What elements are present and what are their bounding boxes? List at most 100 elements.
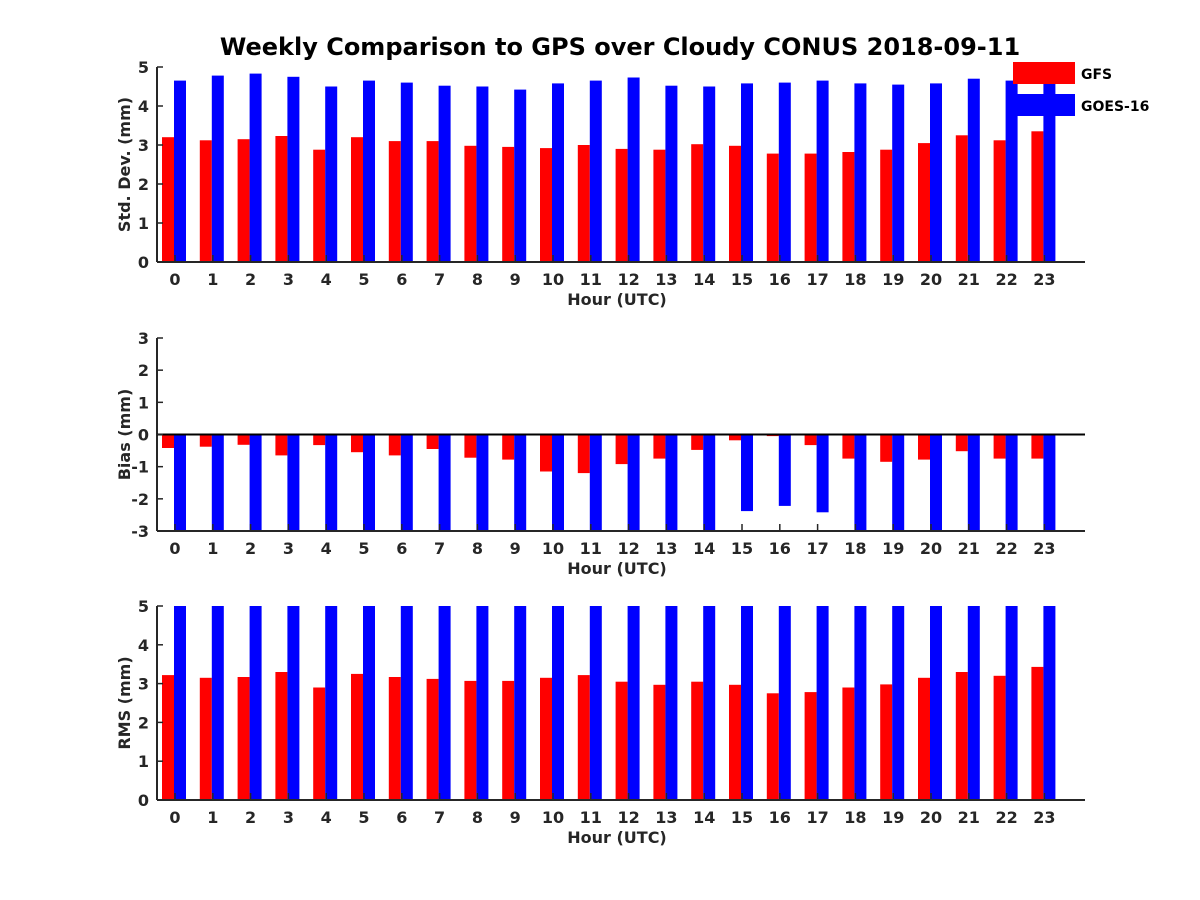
bar-goes16-hour-2: [249, 606, 262, 800]
bar-goes16-hour-18: [854, 434, 867, 531]
x-tick-label: 2: [245, 539, 256, 558]
x-tick-label: 13: [655, 808, 677, 827]
bar-goes16-hour-1: [211, 606, 224, 800]
bar-goes16-hour-12: [627, 606, 640, 800]
x-tick-label: 19: [882, 270, 904, 289]
bar-goes16-hour-14: [703, 86, 716, 262]
bar-goes16-hour-19: [892, 434, 905, 531]
x-tick-label: 5: [358, 808, 369, 827]
y-tick-label: 2: [138, 361, 149, 380]
y-axis-label: RMS (mm): [115, 656, 134, 749]
bar-gfs-hour-10: [540, 677, 552, 800]
bar-goes16-hour-21: [967, 606, 980, 800]
bar-gfs-hour-2: [237, 139, 250, 262]
x-tick-label: 12: [617, 808, 639, 827]
x-tick-label: 1: [207, 270, 218, 289]
bar-gfs-hour-20: [918, 143, 930, 262]
legend-swatch-goes16: [1013, 94, 1075, 116]
x-tick-label: 1: [207, 539, 218, 558]
bar-gfs-hour-0: [162, 675, 174, 800]
x-tick-label: 13: [655, 270, 677, 289]
bar-goes16-hour-22: [1005, 434, 1018, 531]
bar-gfs-hour-1: [199, 434, 212, 447]
bar-goes16-hour-1: [211, 434, 224, 531]
y-tick-label: -1: [131, 458, 149, 477]
x-tick-label: 11: [580, 808, 602, 827]
x-tick-label: 3: [283, 270, 294, 289]
bar-gfs-hour-4: [313, 149, 326, 262]
bar-gfs-hour-2: [237, 677, 250, 800]
bar-gfs-hour-4: [313, 687, 326, 800]
bar-goes16-hour-7: [438, 85, 451, 262]
bar-gfs-hour-5: [351, 137, 363, 262]
x-tick-label: 3: [283, 539, 294, 558]
bar-gfs-hour-14: [691, 681, 704, 800]
bar-goes16-hour-15: [741, 606, 753, 800]
legend-label-gfs: GFS: [1081, 67, 1112, 83]
x-tick-label: 4: [321, 270, 332, 289]
chart-title: Weekly Comparison to GPS over Cloudy CON…: [220, 33, 1020, 61]
bar-goes16-hour-1: [211, 75, 224, 262]
y-axis-label: Std. Dev. (mm): [115, 97, 134, 232]
bar-goes16-hour-11: [589, 434, 602, 531]
bar-gfs-hour-12: [615, 681, 628, 800]
bar-goes16-hour-0: [174, 80, 186, 262]
bar-gfs-hour-13: [653, 684, 666, 800]
bar-goes16-hour-3: [287, 76, 300, 263]
bar-gfs-hour-19: [880, 684, 893, 800]
bar-gfs-hour-17: [804, 153, 817, 262]
bar-goes16-hour-21: [967, 434, 980, 531]
x-axis-label: Hour (UTC): [567, 559, 667, 578]
bar-gfs-hour-3: [275, 434, 288, 456]
bar-gfs-hour-6: [388, 434, 401, 456]
x-axis-label: Hour (UTC): [567, 290, 667, 309]
bar-gfs-hour-16: [766, 693, 779, 800]
x-tick-label: 15: [731, 808, 753, 827]
bar-gfs-hour-11: [577, 434, 590, 474]
bar-gfs-hour-12: [615, 148, 628, 262]
bar-goes16-hour-6: [400, 82, 413, 262]
x-tick-label: 12: [617, 539, 639, 558]
y-tick-label: 1: [138, 214, 149, 233]
bar-goes16-hour-7: [438, 434, 451, 531]
bar-gfs-hour-21: [955, 434, 968, 452]
bar-goes16-hour-17: [816, 80, 829, 262]
bar-goes16-hour-4: [325, 86, 338, 262]
bar-gfs-hour-3: [275, 672, 288, 800]
x-tick-label: 11: [580, 539, 602, 558]
bar-goes16-hour-5: [363, 80, 375, 262]
bar-goes16-hour-18: [854, 83, 867, 263]
bar-goes16-hour-20: [930, 434, 942, 531]
bar-gfs-hour-7: [426, 141, 439, 262]
bar-gfs-hour-1: [199, 140, 212, 262]
bar-goes16-hour-6: [400, 606, 413, 800]
bar-gfs-hour-23: [1031, 131, 1044, 262]
bar-goes16-hour-20: [930, 83, 942, 263]
bar-gfs-hour-4: [313, 434, 326, 446]
bar-goes16-hour-23: [1043, 80, 1056, 262]
bar-goes16-hour-17: [816, 434, 829, 513]
x-tick-label: 4: [321, 539, 332, 558]
y-tick-label: -3: [131, 522, 149, 541]
bar-goes16-hour-4: [325, 606, 338, 800]
x-tick-label: 17: [806, 808, 828, 827]
bar-goes16-hour-11: [589, 80, 602, 262]
x-tick-label: 20: [920, 808, 942, 827]
bar-goes16-hour-17: [816, 606, 829, 800]
bar-gfs-hour-19: [880, 434, 893, 462]
x-tick-label: 16: [769, 808, 791, 827]
bar-gfs-hour-20: [918, 434, 930, 460]
bar-gfs-hour-0: [162, 137, 174, 262]
x-tick-label: 14: [693, 270, 715, 289]
y-tick-label: 3: [138, 329, 149, 348]
x-tick-label: 16: [769, 539, 791, 558]
y-tick-label: 0: [138, 426, 149, 445]
y-tick-label: 4: [138, 97, 149, 116]
bar-gfs-hour-9: [502, 434, 515, 460]
x-tick-label: 3: [283, 808, 294, 827]
bar-goes16-hour-11: [589, 606, 602, 800]
bar-goes16-hour-0: [174, 606, 186, 800]
bar-goes16-hour-8: [476, 434, 489, 531]
